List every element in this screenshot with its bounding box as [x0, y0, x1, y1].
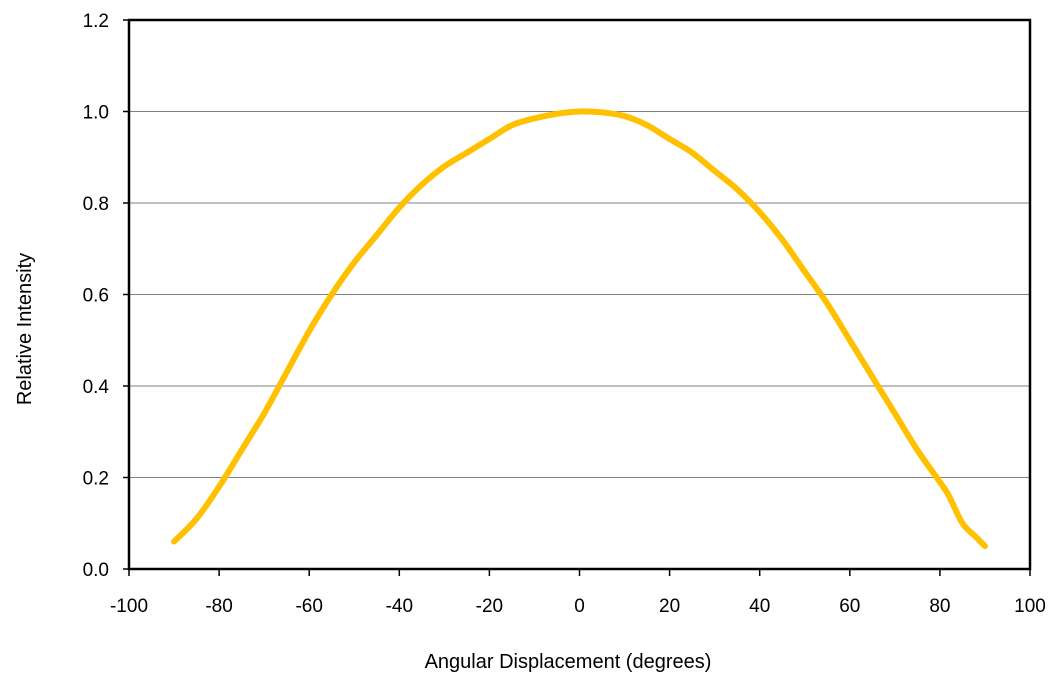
x-tick-label: 0 — [574, 596, 585, 617]
y-tick-label: 1.0 — [83, 103, 109, 124]
x-tick-label: -80 — [205, 596, 232, 617]
x-tick-label: -20 — [476, 596, 503, 617]
y-tick-label: 1.2 — [83, 11, 109, 32]
tick-labels: 0.0 0.2 0.4 0.6 0.8 1.0 1.2 -100 -80 -60 -40 -20 0 20… — [83, 11, 1046, 617]
gridlines — [129, 111, 1030, 478]
series-layer — [171, 108, 988, 550]
y-tick-label: 0.0 — [83, 560, 109, 581]
x-tick-label: 100 — [1014, 596, 1046, 617]
ticks — [123, 19, 1031, 576]
y-tick-label: 0.8 — [83, 194, 109, 215]
y-tick-label: 0.2 — [83, 469, 109, 490]
x-tick-label: -60 — [295, 596, 322, 617]
y-axis-title: Relative Intensity — [14, 253, 36, 405]
x-tick-label: 60 — [839, 596, 860, 617]
x-tick-label: 40 — [749, 596, 770, 617]
series-line — [171, 108, 988, 550]
x-tick-label: -40 — [386, 596, 413, 617]
x-tick-label: 20 — [659, 596, 680, 617]
x-axis-title: Angular Displacement (degrees) — [425, 651, 712, 673]
y-tick-label: 0.4 — [83, 377, 110, 398]
y-tick-label: 0.6 — [83, 286, 109, 307]
x-tick-label: -100 — [110, 596, 148, 617]
x-tick-label: 80 — [929, 596, 950, 617]
